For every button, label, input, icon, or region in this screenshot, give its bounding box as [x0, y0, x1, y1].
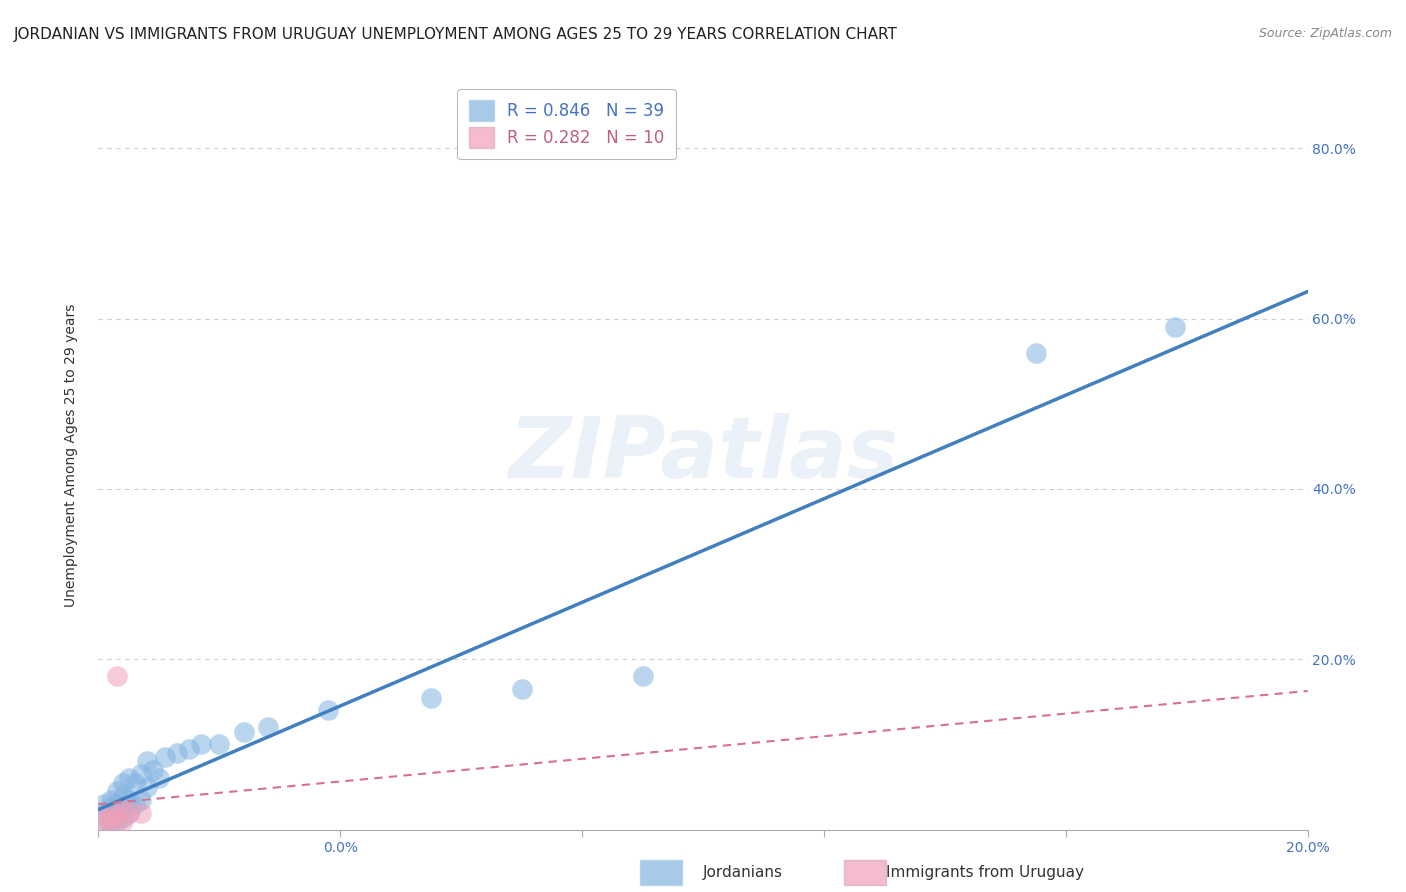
- Point: [111, 810, 134, 824]
- Point: [129, 805, 152, 820]
- Point: [129, 793, 152, 807]
- Point: [166, 746, 188, 760]
- Point: [105, 797, 128, 811]
- Point: [148, 772, 170, 786]
- Point: [105, 669, 128, 683]
- Text: ZIPatlas: ZIPatlas: [508, 413, 898, 497]
- Point: [316, 703, 339, 717]
- Point: [256, 720, 278, 734]
- Point: [105, 784, 128, 798]
- Point: [124, 797, 146, 811]
- Point: [179, 741, 201, 756]
- Point: [510, 681, 533, 696]
- Point: [111, 814, 134, 828]
- Point: [111, 801, 134, 815]
- Point: [100, 805, 122, 820]
- Point: [420, 690, 443, 705]
- Point: [1024, 345, 1046, 359]
- Point: [142, 763, 165, 777]
- Point: [1163, 320, 1185, 334]
- Point: [129, 767, 152, 781]
- Legend: R = 0.846   N = 39, R = 0.282   N = 10: R = 0.846 N = 39, R = 0.282 N = 10: [457, 88, 676, 160]
- Point: [111, 776, 134, 790]
- Point: [118, 772, 141, 786]
- Point: [118, 793, 141, 807]
- Point: [100, 793, 122, 807]
- Point: [93, 797, 115, 811]
- Point: [135, 780, 157, 794]
- Point: [93, 805, 115, 820]
- Point: [105, 805, 128, 820]
- Point: [100, 814, 122, 828]
- Point: [93, 814, 115, 828]
- Text: Immigrants from Uruguay: Immigrants from Uruguay: [886, 865, 1084, 880]
- Point: [208, 738, 231, 752]
- Point: [631, 669, 654, 683]
- Point: [105, 810, 128, 824]
- Point: [93, 818, 115, 832]
- Point: [118, 805, 141, 820]
- Point: [135, 755, 157, 769]
- Point: [100, 801, 122, 815]
- Point: [93, 810, 115, 824]
- Point: [124, 776, 146, 790]
- Point: [190, 738, 212, 752]
- Point: [105, 814, 128, 828]
- Point: [232, 724, 254, 739]
- Point: [111, 789, 134, 803]
- Point: [111, 801, 134, 815]
- Point: [118, 805, 141, 820]
- Y-axis label: Unemployment Among Ages 25 to 29 years: Unemployment Among Ages 25 to 29 years: [63, 303, 77, 607]
- Text: Jordanians: Jordanians: [703, 865, 783, 880]
- Text: JORDANIAN VS IMMIGRANTS FROM URUGUAY UNEMPLOYMENT AMONG AGES 25 TO 29 YEARS CORR: JORDANIAN VS IMMIGRANTS FROM URUGUAY UNE…: [14, 27, 898, 42]
- Text: Source: ZipAtlas.com: Source: ZipAtlas.com: [1258, 27, 1392, 40]
- Point: [100, 810, 122, 824]
- Point: [100, 815, 122, 830]
- Point: [153, 750, 176, 764]
